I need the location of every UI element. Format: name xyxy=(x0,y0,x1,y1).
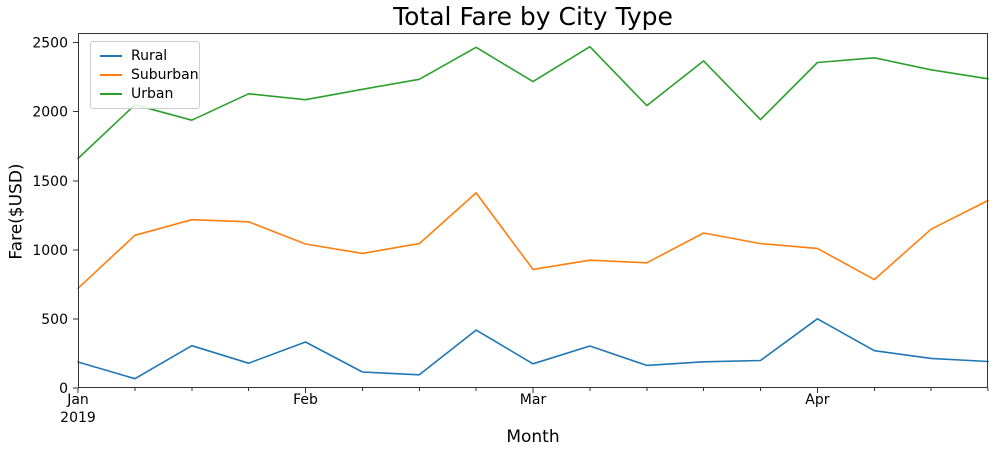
legend: Rural Suburban Urban xyxy=(90,41,200,109)
rural-line-swatch xyxy=(100,55,122,58)
x-tick-year-label: 2019 xyxy=(60,410,96,426)
legend-item-suburban: Suburban xyxy=(100,66,199,84)
urban-line-swatch xyxy=(100,92,122,95)
y-tick-label: 2000 xyxy=(32,105,68,121)
x-tick-label: Mar xyxy=(520,392,547,408)
series-line-rural xyxy=(77,317,989,380)
legend-label-urban: Urban xyxy=(131,85,174,102)
x-tick-label: Feb xyxy=(293,392,318,408)
plot-border xyxy=(78,33,988,388)
legend-label-rural: Rural xyxy=(131,48,168,65)
series-line-urban xyxy=(77,45,989,160)
y-axis-label: Fare($USD) xyxy=(6,163,27,260)
legend-item-rural: Rural xyxy=(100,47,195,65)
y-tick-label: 1000 xyxy=(32,243,68,259)
legend-item-urban: Urban xyxy=(100,85,195,103)
y-tick-label: 0 xyxy=(59,381,68,397)
chart-title: Total Fare by City Type xyxy=(393,2,673,31)
y-tick-label: 500 xyxy=(41,312,68,328)
legend-label-suburban: Suburban xyxy=(131,66,199,83)
x-axis-label: Month xyxy=(506,427,560,447)
y-tick-label: 1500 xyxy=(32,174,68,190)
series-line-suburban xyxy=(77,192,989,290)
x-tick-label: Apr xyxy=(805,392,829,408)
y-tick-label: 2500 xyxy=(32,36,68,52)
x-tick-label: Jan xyxy=(66,392,89,408)
suburban-line-swatch xyxy=(100,73,122,76)
